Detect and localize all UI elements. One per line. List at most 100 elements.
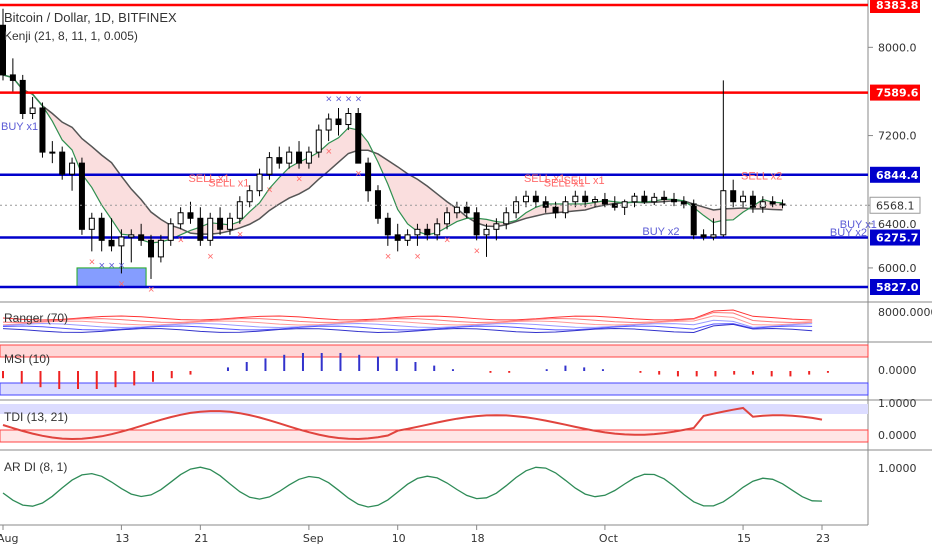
candle-body xyxy=(88,217,95,230)
candle-body xyxy=(197,217,204,241)
sell-signal-label: SELL x1 xyxy=(188,173,229,185)
candle-body xyxy=(394,234,401,241)
candle-body xyxy=(167,223,174,241)
candle-body xyxy=(305,151,312,164)
candle-body xyxy=(335,118,342,126)
candle-body xyxy=(631,195,638,203)
ranger-axis-label: 8000.0000 xyxy=(878,306,932,319)
level-tag xyxy=(870,229,920,246)
candle-body xyxy=(690,203,697,236)
candle-body xyxy=(187,212,194,219)
candle-body xyxy=(562,201,569,214)
candle-body xyxy=(522,195,529,203)
level-tag-label: 6275.7 xyxy=(876,232,918,245)
sell-marker: × xyxy=(414,251,420,263)
tdi-axis-bottom: 0.0000 xyxy=(878,429,917,442)
buy-signal-label: BUY x2 xyxy=(642,226,679,238)
time-tick-label: 23 xyxy=(816,532,830,545)
price-tick-label: 7200.0 xyxy=(878,130,917,143)
time-tick-label: Oct xyxy=(599,532,619,545)
time-tick-label: 21 xyxy=(194,532,208,545)
kenji-slow-line xyxy=(2,74,783,235)
candle-body xyxy=(493,223,500,230)
sell-marker: × xyxy=(385,251,391,263)
sell-marker: × xyxy=(237,229,243,241)
candle-body xyxy=(473,212,480,236)
time-tick-label: Aug xyxy=(0,532,18,545)
candle-body xyxy=(29,107,36,115)
buy-marker: × xyxy=(99,260,105,272)
candle-body xyxy=(740,195,747,203)
buy-marker: × xyxy=(355,93,361,105)
candle-body xyxy=(355,113,362,164)
sell-signal-label: SELL x1 xyxy=(208,177,249,189)
candle-body xyxy=(108,239,115,247)
sell-signal-label: SELL x1 xyxy=(544,177,585,189)
candle-body xyxy=(98,217,105,241)
sell-marker: × xyxy=(207,251,213,263)
candle-body xyxy=(769,201,776,205)
candle-body xyxy=(157,239,164,258)
candle-body xyxy=(39,107,46,153)
time-tick-label: 18 xyxy=(471,532,485,545)
level-tag xyxy=(870,0,920,13)
candle-body xyxy=(148,239,155,258)
level-tag xyxy=(870,166,920,183)
tdi-label: TDI (13, 21) xyxy=(4,410,69,424)
candle-body xyxy=(601,199,608,205)
ranger-band xyxy=(2,319,813,328)
candle-body xyxy=(207,217,214,241)
ranger-band xyxy=(2,315,813,326)
candle-body xyxy=(434,223,441,236)
ranger-band xyxy=(2,323,813,331)
candle-body xyxy=(552,206,559,214)
tdi-axis-top: 1.0000 xyxy=(878,397,917,410)
time-tick-label: 13 xyxy=(115,532,129,545)
time-tick-label: 10 xyxy=(392,532,406,545)
price-tick-label: 6000.0 xyxy=(878,262,917,275)
ardi-line xyxy=(2,466,823,508)
msi-upper-band xyxy=(0,344,869,358)
tdi-upper-zone xyxy=(0,404,868,414)
sell-marker: × xyxy=(355,168,361,180)
sell-marker: × xyxy=(296,174,302,186)
candle-body xyxy=(680,201,687,205)
candle-body xyxy=(59,151,66,175)
candle-body xyxy=(276,157,283,164)
buy-marker: × xyxy=(326,93,332,105)
candle-body xyxy=(700,234,707,238)
candle-body xyxy=(315,129,322,153)
tdi-lower-zone xyxy=(0,429,869,443)
candle-body xyxy=(453,206,460,214)
msi-label: MSI (10) xyxy=(4,352,51,366)
candle-body xyxy=(641,195,648,203)
ardi-axis-label: 1.0000 xyxy=(878,462,917,475)
candle-body xyxy=(424,228,431,236)
candle-body xyxy=(374,190,381,219)
buy-signal-label: BUY x1 xyxy=(840,219,877,231)
candle-body xyxy=(572,195,579,203)
candle-body xyxy=(49,151,56,154)
tdi-line xyxy=(2,406,823,441)
level-tag-label: 6844.4 xyxy=(876,169,919,182)
candle-body xyxy=(661,196,668,201)
candle-body xyxy=(759,201,766,208)
buy-signal-label: BUY x2 xyxy=(830,227,867,239)
sell-marker: × xyxy=(89,256,95,268)
sell-marker: × xyxy=(444,234,450,246)
candle-body xyxy=(670,199,677,203)
candle-body xyxy=(414,228,421,236)
candle-body xyxy=(365,162,372,192)
sell-signal-label: SELL x2 xyxy=(741,171,782,183)
candle-body xyxy=(325,118,332,131)
buy-marker: × xyxy=(335,93,341,105)
time-tick-label: 15 xyxy=(737,532,751,545)
msi-axis-label: 0.0000 xyxy=(878,364,917,377)
candle-body xyxy=(226,217,233,230)
ardi-label: AR DI (8, 1) xyxy=(4,460,68,474)
sell-signal-label: SELL x1 xyxy=(524,173,565,185)
time-tick-label: Sep xyxy=(303,532,324,545)
ranger-label: Ranger (70) xyxy=(4,311,69,325)
candle-body xyxy=(236,201,243,219)
